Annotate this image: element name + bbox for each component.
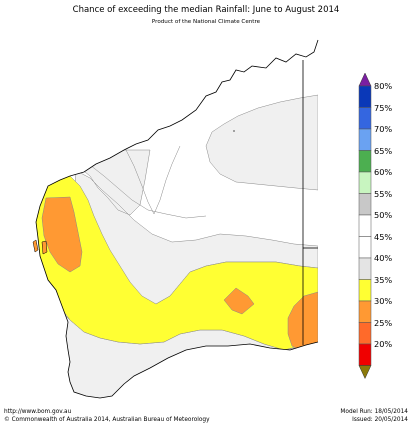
location-marker [233, 130, 235, 132]
island [32, 239, 39, 253]
footer-model-run: Model Run: 18/05/2014 [340, 409, 408, 415]
legend-label: 25% [374, 317, 393, 328]
patch-30-35-central [223, 287, 255, 315]
legend-label: 35% [374, 274, 393, 285]
contour-line [125, 145, 181, 215]
band-40-45-north [205, 94, 318, 191]
legend-swatch [358, 193, 372, 216]
legend-swatch [358, 150, 372, 173]
legend-label: 65% [374, 145, 393, 156]
legend-label: 75% [374, 102, 393, 113]
legend-label: 55% [374, 188, 393, 199]
footer-url[interactable]: http://www.bom.gov.au [4, 409, 72, 415]
legend-swatch [358, 279, 372, 302]
legend-top-arrow [358, 72, 372, 87]
legend-swatch [358, 236, 372, 259]
legend-bottom-arrow [358, 365, 372, 380]
patch-30-35-west [41, 196, 83, 273]
legend-swatch [358, 128, 372, 151]
legend-label: 30% [374, 296, 393, 306]
legend-swatch [358, 171, 372, 194]
map-subtitle: Product of the National Climate Centre [151, 19, 261, 25]
legend-label: 60% [374, 167, 393, 177]
legend-label: 80% [374, 81, 393, 91]
map-title: Chance of exceeding the median Rainfall:… [72, 5, 340, 15]
legend-swatch [358, 214, 372, 237]
legend-swatch [358, 343, 372, 366]
legend-swatch [358, 257, 372, 280]
footer-copyright: © Commonwealth of Australia 2014, Austra… [4, 417, 210, 423]
legend-swatch [358, 107, 372, 130]
footer-issued: Issued: 20/05/2014 [352, 417, 408, 423]
coastline [35, 39, 319, 399]
legend-label: 70% [374, 124, 393, 134]
legend-label: 50% [374, 210, 393, 220]
legend-label: 40% [374, 253, 393, 263]
legend-swatch [358, 300, 372, 323]
island [41, 240, 48, 255]
legend-label: 20% [374, 339, 393, 349]
legend-swatch [358, 322, 372, 345]
legend-swatch [358, 85, 372, 108]
legend-label: 45% [374, 231, 393, 242]
contour-line [89, 164, 207, 219]
